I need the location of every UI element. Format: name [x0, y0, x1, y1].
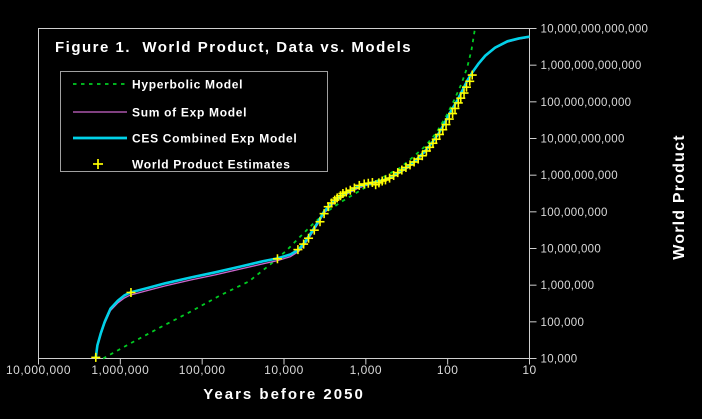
x-tick-label: 100 [437, 363, 459, 377]
x-tick-label: 10,000 [264, 363, 304, 377]
series-layer [91, 30, 530, 362]
y-tick-label: 100,000,000 [541, 207, 608, 219]
legend-label: Hyperbolic Model [132, 78, 243, 92]
y-tick-label: 100,000 [541, 317, 585, 329]
y-tick-label: 1,000,000 [541, 280, 595, 292]
x-tick-label: 10 [522, 363, 536, 377]
legend-label: Sum of Exp Model [132, 106, 247, 120]
y-axis-title: World Product [671, 134, 688, 260]
series-world-product-estimates [91, 70, 477, 362]
legend-label: World Product Estimates [132, 158, 291, 172]
x-tick-label: 10,000,000 [6, 363, 71, 377]
chart-title: Figure 1. World Product, Data vs. Models [55, 39, 412, 56]
y-tick-label: 1,000,000,000,000 [541, 60, 642, 72]
x-tick-label: 1,000 [350, 363, 383, 377]
legend-item: Hyperbolic Model [73, 78, 243, 92]
series-hyperbolic-model [102, 30, 476, 360]
x-tick-label: 1,000,000 [91, 363, 149, 377]
y-tick-label: 10,000 [541, 354, 578, 366]
y-tick-label: 10,000,000,000 [541, 134, 625, 146]
y-tick-label: 100,000,000,000 [541, 97, 632, 109]
legend-item: World Product Estimates [93, 158, 291, 172]
y-tick-label: 10,000,000,000,000 [541, 24, 649, 36]
legend-label: CES Combined Exp Model [132, 132, 297, 146]
legend-items: Hyperbolic Model Sum of Exp Model CES Comb… [73, 78, 297, 172]
y-tick-label: 1,000,000,000 [541, 170, 618, 182]
legend-item: Sum of Exp Model [73, 106, 247, 120]
x-tick-label: 100,000 [179, 363, 226, 377]
legend [60, 71, 328, 172]
y-tick-label: 10,000,000 [541, 244, 602, 256]
x-axis-title: Years before 2050 [203, 386, 365, 403]
axis-ticks: 10,000,000 1,000,000 100,000 10,000 1,000 100… [6, 24, 648, 378]
legend-item: CES Combined Exp Model [73, 132, 297, 146]
